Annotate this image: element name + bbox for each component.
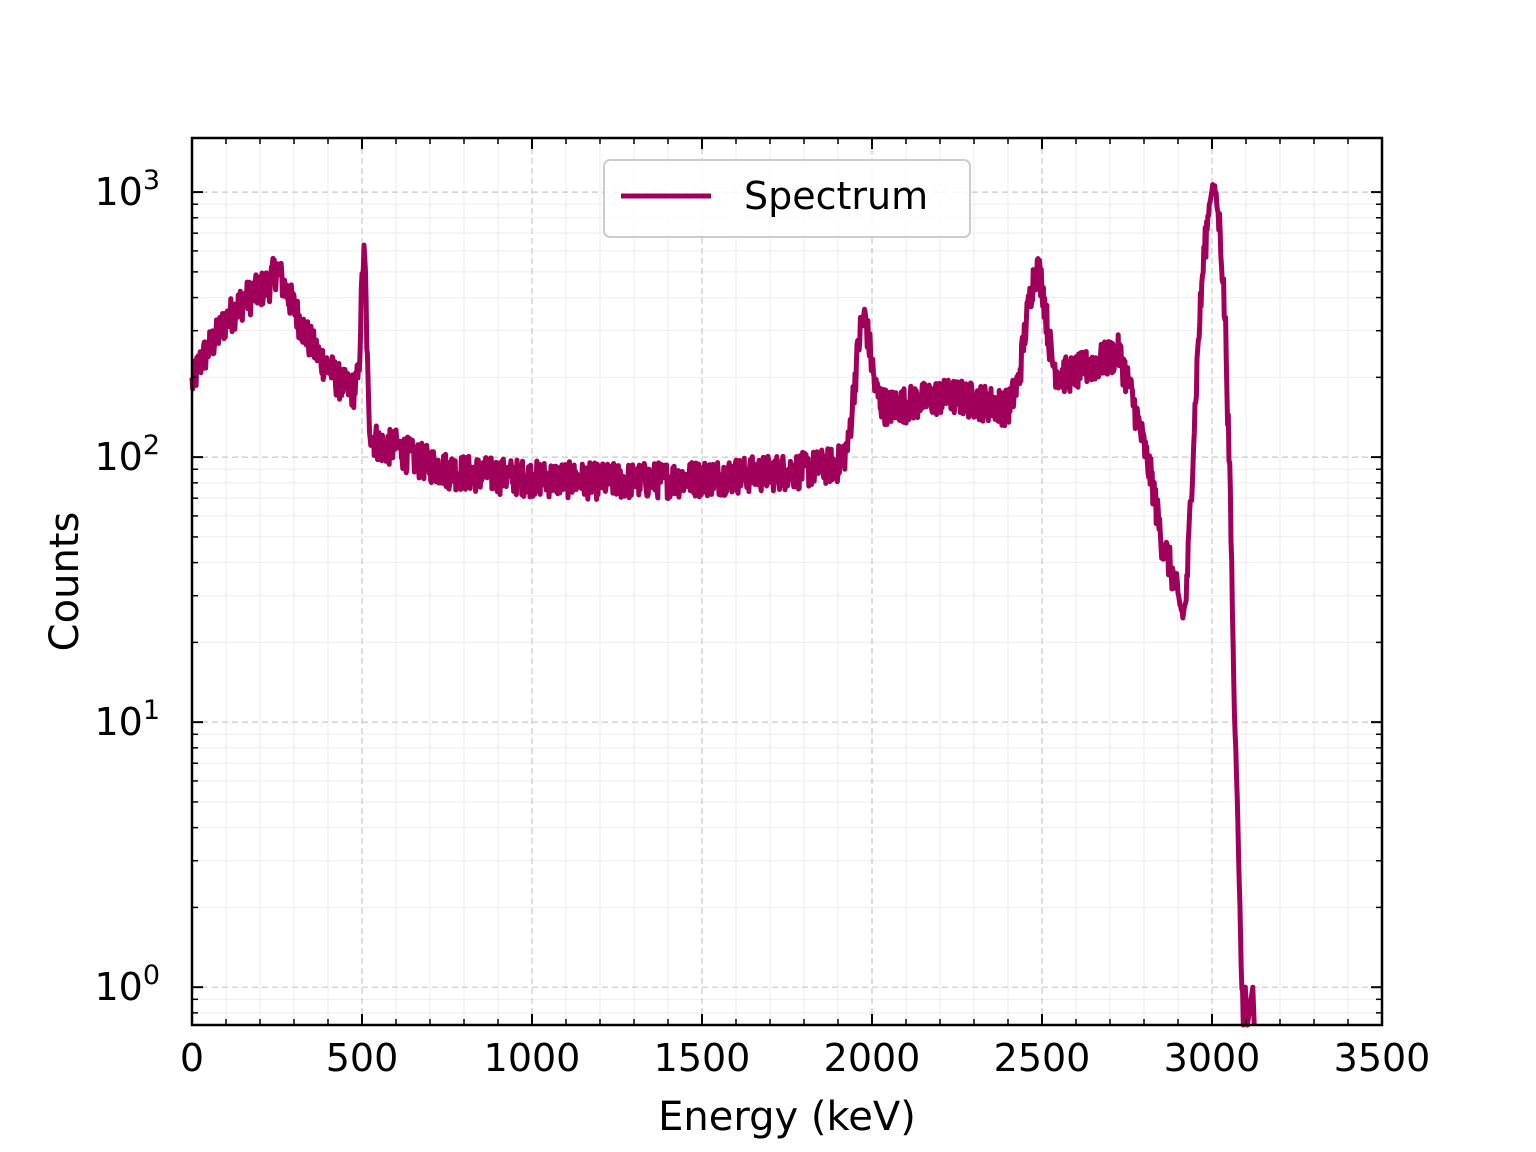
legend-box	[603, 159, 971, 238]
series-layer	[189, 182, 1257, 1028]
x-tick-label: 500	[326, 1036, 399, 1080]
y-tick-label: 102	[94, 430, 160, 479]
x-tick-label: 1500	[654, 1036, 751, 1080]
plot-frame	[190, 136, 1384, 1027]
legend-label-spectrum: Spectrum	[744, 174, 928, 218]
x-axis-label: Energy (keV)	[658, 1094, 916, 1140]
x-tick-label: 2500	[994, 1036, 1091, 1080]
x-tick-label: 0	[180, 1036, 204, 1080]
series-line-spectrum	[189, 182, 1257, 1028]
legend: Spectrum	[603, 159, 971, 238]
y-tick-label: 101	[94, 695, 160, 744]
x-tick-label: 2000	[824, 1036, 921, 1080]
y-tick-label: 103	[94, 165, 160, 214]
x-tick-label: 1000	[484, 1036, 581, 1080]
tick-labels: 0 500 1000 1500 2000 2500 3000 3500 100 101 102 103	[94, 165, 1430, 1080]
x-tick-label: 3000	[1164, 1036, 1261, 1080]
grid-minor	[192, 138, 1382, 1025]
y-tick-label: 100	[94, 960, 160, 1009]
y-axis-label: Counts	[42, 512, 88, 652]
x-tick-label: 3500	[1334, 1036, 1431, 1080]
